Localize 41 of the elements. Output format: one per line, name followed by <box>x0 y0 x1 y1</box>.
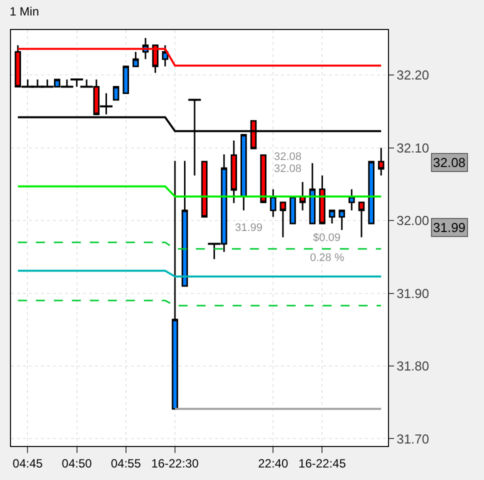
candlestick <box>338 210 346 231</box>
x-tick-label: 16-22:45 <box>298 456 346 470</box>
candlestick <box>280 202 286 238</box>
annotation: 0.28 % <box>310 252 344 264</box>
candlestick <box>162 44 168 68</box>
annotation: 32.08 <box>274 151 302 163</box>
y-tick-label: 31.90 <box>396 286 430 301</box>
candlestick <box>112 86 120 101</box>
candlestick <box>260 154 266 204</box>
annotation: 31.99 <box>235 222 263 234</box>
candlestick <box>132 51 139 68</box>
x-tick-label: 04:55 <box>110 456 142 470</box>
candlestick <box>348 188 355 212</box>
x-tick-label: 04:45 <box>12 456 44 470</box>
y-tick-label: 32.20 <box>396 68 430 83</box>
candlestick <box>182 160 188 287</box>
candlestick <box>122 66 130 94</box>
candlestick <box>230 140 238 204</box>
x-tick-label: 16-22:30 <box>151 456 199 470</box>
annotation: 32.08 <box>274 163 302 175</box>
candlestick <box>309 162 316 224</box>
candlestick <box>368 160 374 224</box>
candlestick <box>270 188 276 218</box>
candlestick <box>319 174 326 224</box>
y-tick-label: 31.70 <box>396 431 430 446</box>
chart-title: 1 Min <box>10 4 40 19</box>
x-tick-label: 04:50 <box>62 456 92 470</box>
candlestick <box>240 134 247 212</box>
candlestick <box>290 196 296 224</box>
y-tick-label: 31.80 <box>396 358 430 374</box>
y-tick-label: 32.00 <box>396 213 430 228</box>
candlestick <box>378 147 384 176</box>
text: 32.08 <box>433 155 466 170</box>
x-tick-label: 22:40 <box>258 456 288 470</box>
candlestick <box>299 181 306 212</box>
candlestick <box>201 160 208 218</box>
candlestick <box>328 210 336 224</box>
text: 31.99 <box>433 220 466 235</box>
y-tick-label: 32.10 <box>396 140 430 156</box>
annotation: $0.09 <box>313 232 341 244</box>
candlestick <box>358 202 365 238</box>
